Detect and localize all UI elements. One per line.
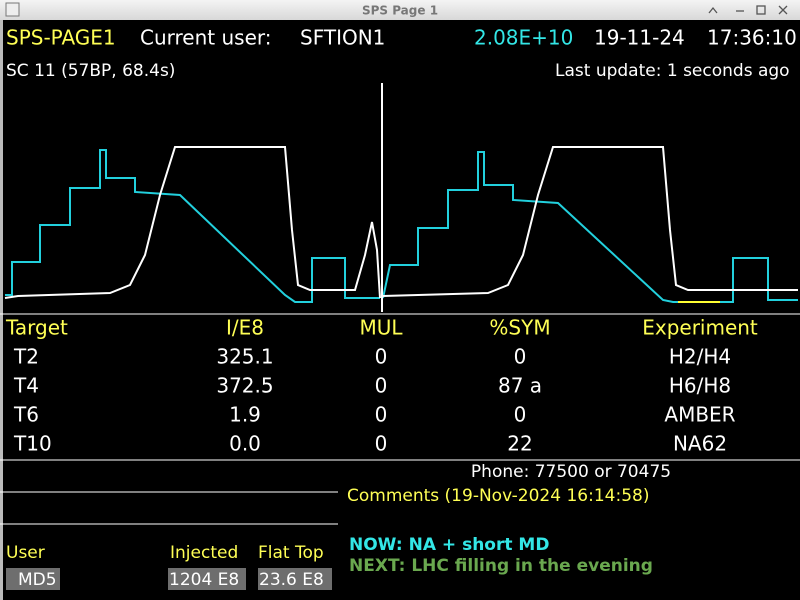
waveforms — [4, 83, 798, 312]
table-cell: H2/H4 — [669, 345, 731, 369]
title-bar — [0, 0, 800, 20]
intensity: 2.08E+10 — [474, 26, 573, 50]
column-header: %SYM — [489, 316, 550, 340]
table-cell: 0 — [375, 345, 388, 369]
table-cell: NA62 — [673, 432, 727, 456]
user: SFTION1 — [300, 26, 385, 50]
window-border — [0, 20, 3, 600]
table-cell: AMBER — [664, 403, 735, 427]
table-cell: 325.1 — [216, 345, 273, 369]
column-header: MUL — [359, 316, 403, 340]
table-cell: 22 — [507, 432, 532, 456]
cycle: SC 11 (57BP, 68.4s) — [6, 61, 175, 81]
app-icon — [5, 2, 20, 17]
table-cell: 1.9 — [229, 403, 261, 427]
user-label: Current user: — [140, 26, 271, 50]
table-cell: 372.5 — [216, 374, 273, 398]
column-header: Experiment — [642, 316, 758, 340]
close-button[interactable] — [778, 5, 788, 15]
maximize-button[interactable] — [708, 6, 718, 14]
restore-button[interactable] — [756, 5, 766, 15]
phone: Phone: 77500 or 70475 — [471, 462, 671, 482]
now: NOW: NA + short MD — [349, 535, 549, 555]
energy-trace — [382, 146, 798, 297]
user-value: MD5 — [18, 570, 57, 590]
cycle-left — [4, 146, 381, 303]
page-name: SPS-PAGE1 — [6, 26, 116, 50]
table-cell: 0 — [514, 345, 527, 369]
table-cell: T6 — [13, 403, 39, 427]
table-cell: 87 a — [498, 374, 542, 398]
intensity-trace — [5, 149, 380, 303]
table-cell: 0.0 — [229, 432, 261, 456]
user-label: User — [6, 543, 45, 563]
comments-title: Comments (19-Nov-2024 16:14:58) — [347, 486, 649, 506]
last-update: Last update: 1 seconds ago — [555, 61, 790, 81]
injected-value: 1204 E8 — [169, 570, 239, 590]
table-cell: H6/H8 — [669, 374, 731, 398]
cycle-right — [382, 146, 798, 303]
injected-box — [168, 568, 246, 590]
date: 19-11-24 — [594, 26, 685, 50]
intensity-trace — [382, 151, 798, 303]
flattop-label: Flat Top — [258, 543, 324, 563]
table-cell: 0 — [375, 374, 388, 398]
table-cell: T2 — [13, 345, 39, 369]
next: NEXT: LHC filling in the evening — [349, 556, 653, 576]
flattop-box — [258, 568, 332, 590]
table-cell: 0 — [375, 403, 388, 427]
column-header: Target — [5, 316, 68, 340]
flattop-value: 23.6 E8 — [259, 570, 324, 590]
table-cell: 0 — [375, 432, 388, 456]
table-cell: 0 — [514, 403, 527, 427]
column-header: I/E8 — [226, 316, 264, 340]
time: 17:36:10 — [707, 26, 797, 50]
injected-label: Injected — [170, 543, 238, 563]
target-table: Target I/E8 MUL %SYM Experiment T2 325.1 0 0 H2/H… — [5, 316, 758, 456]
table-cell: T4 — [13, 374, 39, 398]
table-cell: T10 — [13, 432, 52, 456]
user-box — [6, 568, 60, 590]
energy-trace — [4, 146, 381, 299]
window-title: SPS Page 1 — [362, 4, 438, 18]
